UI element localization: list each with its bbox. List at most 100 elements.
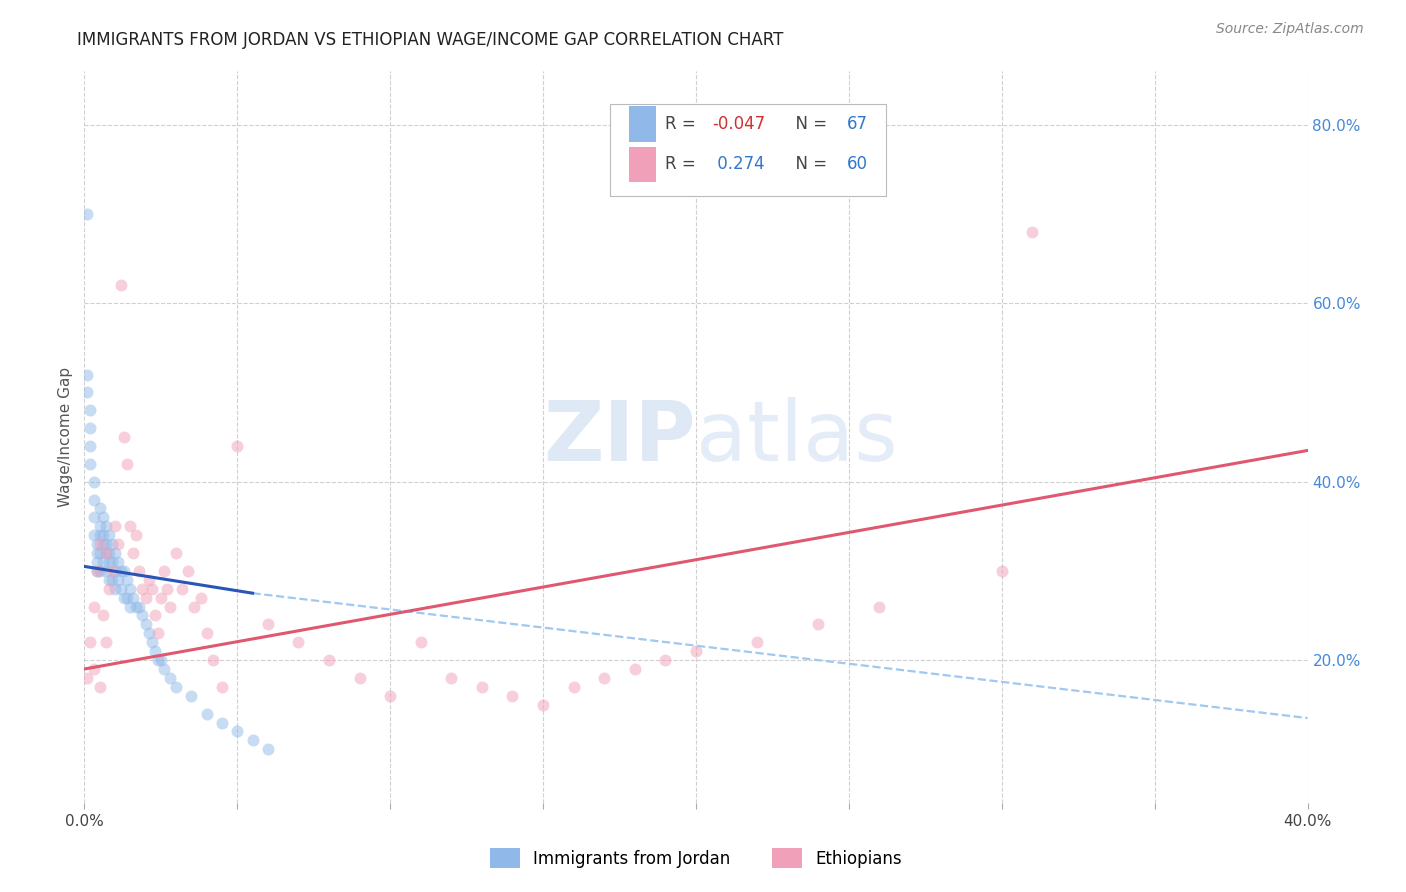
Point — [593, 671, 616, 685]
Point — [91, 510, 114, 524]
Point — [86, 537, 108, 551]
Point — [79, 457, 101, 471]
Point — [128, 599, 150, 614]
Point — [110, 278, 132, 293]
Point — [195, 706, 218, 721]
Point — [91, 528, 114, 542]
Point — [97, 573, 120, 587]
Point — [107, 537, 129, 551]
Point — [101, 555, 124, 569]
Text: IMMIGRANTS FROM JORDAN VS ETHIOPIAN WAGE/INCOME GAP CORRELATION CHART: IMMIGRANTS FROM JORDAN VS ETHIOPIAN WAGE… — [77, 31, 783, 49]
Point — [318, 653, 340, 667]
Point — [409, 635, 432, 649]
Point — [143, 644, 166, 658]
Text: ZIP: ZIP — [544, 397, 696, 477]
Point — [91, 555, 114, 569]
Point — [104, 519, 127, 533]
Point — [654, 653, 676, 667]
Point — [101, 573, 124, 587]
Point — [86, 564, 108, 578]
Point — [120, 582, 142, 596]
Point — [211, 680, 233, 694]
Text: 67: 67 — [846, 115, 868, 133]
Point — [153, 662, 176, 676]
Point — [107, 573, 129, 587]
Point — [149, 653, 172, 667]
Point — [143, 608, 166, 623]
Point — [180, 689, 202, 703]
Text: 60: 60 — [846, 155, 868, 173]
Point — [76, 385, 98, 400]
Point — [91, 608, 114, 623]
Point — [86, 555, 108, 569]
Point — [685, 644, 707, 658]
Point — [747, 635, 769, 649]
Point — [89, 501, 111, 516]
Point — [122, 546, 145, 560]
Point — [349, 671, 371, 685]
Point — [97, 528, 120, 542]
Point — [83, 510, 105, 524]
Point — [120, 519, 142, 533]
Point — [112, 591, 135, 605]
Point — [138, 626, 160, 640]
Point — [287, 635, 309, 649]
Point — [89, 537, 111, 551]
Point — [97, 546, 120, 560]
Point — [101, 564, 124, 578]
Point — [869, 599, 891, 614]
Point — [807, 617, 830, 632]
Point — [86, 564, 108, 578]
Point — [211, 715, 233, 730]
Point — [257, 617, 280, 632]
Point — [79, 403, 101, 417]
Point — [183, 599, 205, 614]
Point — [79, 635, 101, 649]
Point — [120, 599, 142, 614]
Point — [104, 582, 127, 596]
Point — [172, 582, 194, 596]
Point — [104, 564, 127, 578]
Point — [115, 591, 138, 605]
Point — [159, 599, 181, 614]
Point — [112, 564, 135, 578]
Point — [89, 564, 111, 578]
Point — [83, 475, 105, 489]
Y-axis label: Wage/Income Gap: Wage/Income Gap — [58, 367, 73, 508]
Point — [195, 626, 218, 640]
Point — [94, 635, 117, 649]
Point — [107, 555, 129, 569]
Point — [165, 546, 187, 560]
Point — [624, 662, 647, 676]
Point — [190, 591, 212, 605]
Point — [76, 207, 98, 221]
Point — [135, 591, 157, 605]
Point — [94, 546, 117, 560]
Point — [440, 671, 463, 685]
Point — [89, 680, 111, 694]
Point — [502, 689, 524, 703]
Bar — [628, 106, 655, 142]
Bar — [628, 147, 655, 182]
Point — [141, 635, 163, 649]
Point — [380, 689, 402, 703]
Point — [83, 599, 105, 614]
Text: Source: ZipAtlas.com: Source: ZipAtlas.com — [1216, 22, 1364, 37]
Point — [94, 537, 117, 551]
Point — [128, 564, 150, 578]
Point — [257, 742, 280, 756]
Point — [110, 564, 132, 578]
Point — [83, 662, 105, 676]
Point — [101, 537, 124, 551]
Text: N =: N = — [786, 115, 832, 133]
Point — [94, 564, 117, 578]
Point — [149, 591, 172, 605]
Text: -0.047: -0.047 — [711, 115, 765, 133]
Point — [138, 573, 160, 587]
Point — [125, 528, 148, 542]
Point — [89, 546, 111, 560]
Point — [94, 519, 117, 533]
Point — [991, 564, 1014, 578]
Point — [135, 617, 157, 632]
Point — [131, 608, 153, 623]
